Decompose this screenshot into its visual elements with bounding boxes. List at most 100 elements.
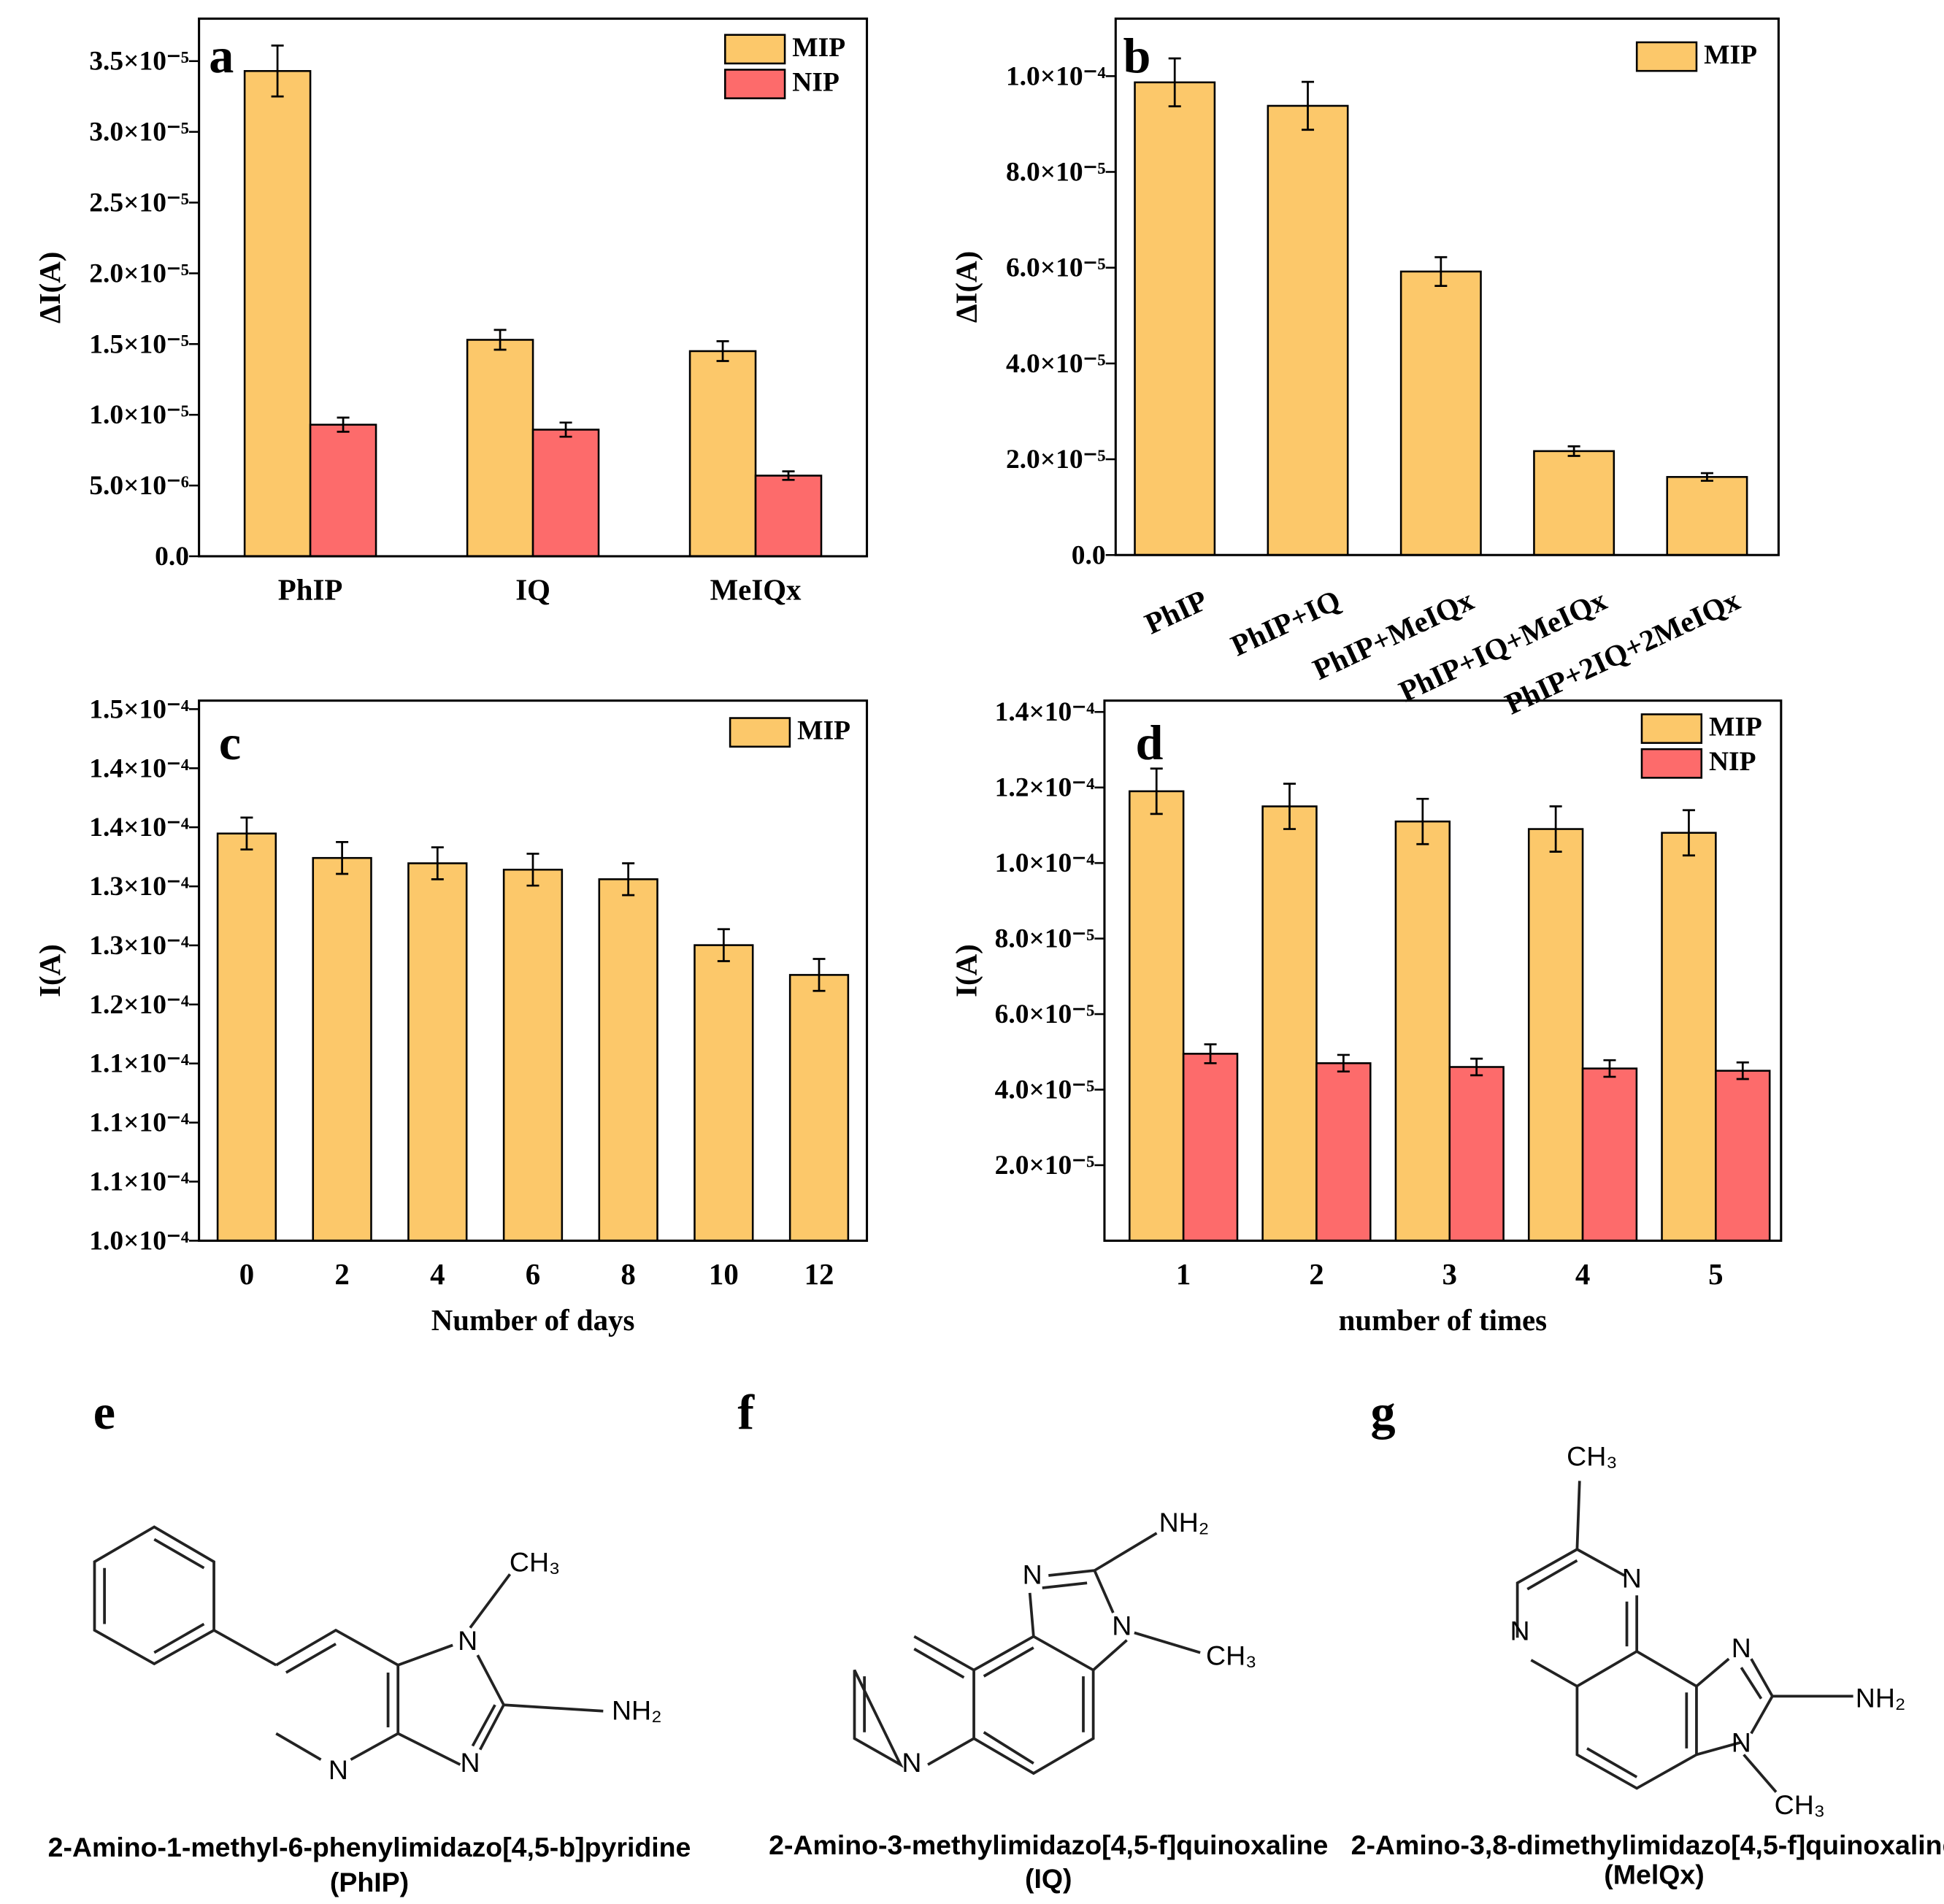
y-tick-label: 1.2×10⁻⁴ xyxy=(995,773,1095,803)
error-bar xyxy=(1302,80,1315,131)
y-tick-label: 4.0×10⁻⁵ xyxy=(1006,349,1106,379)
error-bar xyxy=(337,416,350,433)
compound-abbr: (IQ) xyxy=(1025,1863,1072,1894)
x-tick-label: 2 xyxy=(1309,1258,1323,1291)
atom: NH₂ xyxy=(1159,1507,1210,1538)
chart-panel: 0.0 2.0×10⁻⁵ 4.0×10⁻⁵ 6.0×10⁻⁵ 8.0×10⁻⁵ 1.0×1… xyxy=(950,18,1780,721)
compound-name: 2-Amino-3-methylimidazo[4,5-f]quinoxalin… xyxy=(769,1830,1328,1860)
legend-label: MIP xyxy=(1709,712,1762,742)
y-tick-label: 1.4×10⁻⁴ xyxy=(995,697,1095,727)
legend-label: NIP xyxy=(792,68,840,98)
atom: N xyxy=(1732,1727,1751,1758)
y-tick-label: 2.0×10⁻⁵ xyxy=(1006,445,1106,475)
error-bar xyxy=(1416,797,1429,845)
plot-frame xyxy=(198,18,869,558)
x-tick-label: MeIQx xyxy=(710,574,802,607)
bar xyxy=(1527,828,1584,1242)
y-tick-label: 4.0×10⁻⁵ xyxy=(995,1075,1095,1105)
error-bar xyxy=(1549,805,1562,853)
y-tick-label: 6.0×10⁻⁵ xyxy=(995,999,1095,1029)
structure-e: e N N N CH₃ NH₂ 2-Amino-1-methyl-6-pheny… xyxy=(48,1384,691,1897)
error-bar xyxy=(1337,1053,1350,1073)
atom: CH₃ xyxy=(1775,1789,1825,1820)
bar xyxy=(309,423,377,558)
y-tick-label: 1.1×10⁻⁴ xyxy=(89,1167,189,1197)
atom: N xyxy=(1622,1563,1642,1594)
ring xyxy=(93,1525,215,1666)
atom: NH₂ xyxy=(1856,1682,1906,1713)
y-tick-label: 0.0 xyxy=(1072,540,1106,570)
atom: CH₃ xyxy=(1567,1441,1617,1472)
y-tick-label: 0.0 xyxy=(155,542,189,572)
panel-letter: g xyxy=(1371,1384,1396,1440)
panel-letter: f xyxy=(737,1384,755,1440)
y-tick-label: 8.0×10⁻⁵ xyxy=(995,924,1095,954)
atom: NH₂ xyxy=(612,1694,662,1725)
panel-letter: d xyxy=(1136,715,1164,770)
error-bar xyxy=(782,470,795,481)
x-tick-label: 3 xyxy=(1442,1258,1457,1291)
bar xyxy=(1581,1067,1638,1242)
y-tick-label: 1.3×10⁻⁴ xyxy=(89,931,189,961)
bonds xyxy=(1515,1481,1853,1793)
bar xyxy=(1129,790,1185,1242)
legend-label: MIP xyxy=(797,716,850,746)
y-tick-label: 1.1×10⁻⁴ xyxy=(89,1049,189,1079)
compound-abbr: (PhIP) xyxy=(330,1867,409,1897)
error-bar xyxy=(812,958,826,992)
legend-swatch xyxy=(1640,748,1703,779)
error-bar xyxy=(1736,1061,1749,1080)
y-tick-label: 2.0×10⁻⁵ xyxy=(995,1151,1095,1181)
y-tick-label: 1.0×10⁻⁴ xyxy=(89,1226,189,1256)
panel-letter: c xyxy=(219,715,241,770)
bar xyxy=(1267,104,1349,556)
error-bar xyxy=(1168,57,1181,107)
y-tick-label: 1.0×10⁻⁴ xyxy=(1006,61,1106,91)
chart-panel: 2.0×10⁻⁵ 4.0×10⁻⁵ 6.0×10⁻⁵ 8.0×10⁻⁵ 1.0×10⁻⁴… xyxy=(950,697,1783,1337)
x-tick-label: 2 xyxy=(334,1258,349,1291)
y-tick-label: 1.3×10⁻⁴ xyxy=(89,872,189,902)
bar xyxy=(466,339,534,558)
bonds xyxy=(103,1538,604,1766)
error-bar xyxy=(1567,445,1580,457)
x-tick-label: 12 xyxy=(804,1258,834,1291)
legend-label: MIP xyxy=(1704,40,1757,70)
structure-f: f N N N NH₂ CH₃ 2-Amino-3-methylimidazo[… xyxy=(737,1384,1328,1894)
y-axis-label: I(A) xyxy=(950,944,983,997)
y-tick-label: 1.2×10⁻⁴ xyxy=(89,990,189,1020)
compound-name: 2-Amino-1-methyl-6-phenylimidazo[4,5-b]p… xyxy=(48,1832,691,1862)
bar xyxy=(502,868,564,1242)
bar xyxy=(754,475,823,558)
atom: N xyxy=(460,1747,480,1778)
compound-name: 2-Amino-3,8-dimethylimidazo[4,5-f]quinox… xyxy=(1351,1830,1944,1860)
error-bar xyxy=(1283,783,1296,830)
error-bar xyxy=(622,862,635,897)
plot-frame xyxy=(1103,699,1783,1242)
x-axis-label: number of times xyxy=(1339,1304,1547,1337)
x-tick-label: IQ xyxy=(515,574,550,607)
y-tick-label: 2.5×10⁻⁵ xyxy=(89,188,189,218)
bar xyxy=(1182,1053,1239,1242)
error-bar xyxy=(1682,809,1695,857)
atom: N xyxy=(1023,1559,1042,1590)
error-bar xyxy=(431,846,444,880)
bar xyxy=(407,862,468,1242)
bar xyxy=(1533,450,1615,556)
legend-label: NIP xyxy=(1709,747,1756,777)
x-tick-label: 10 xyxy=(709,1258,739,1291)
x-tick-label: 0 xyxy=(239,1258,254,1291)
bar xyxy=(243,69,312,558)
atom: N xyxy=(1732,1632,1751,1663)
legend-label: MIP xyxy=(792,33,845,63)
y-tick-label: 5.0×10⁻⁶ xyxy=(89,471,189,501)
atom: N xyxy=(1510,1615,1529,1646)
error-bar xyxy=(240,816,253,851)
error-bar xyxy=(526,853,539,887)
y-tick-label: 3.0×10⁻⁵ xyxy=(89,118,189,147)
x-tick-label: PhIP xyxy=(1140,583,1212,640)
bar xyxy=(1715,1070,1771,1242)
bonds xyxy=(853,1532,1201,1776)
y-tick-label: 3.5×10⁻⁵ xyxy=(89,47,189,77)
y-tick-label: 8.0×10⁻⁵ xyxy=(1006,157,1106,187)
